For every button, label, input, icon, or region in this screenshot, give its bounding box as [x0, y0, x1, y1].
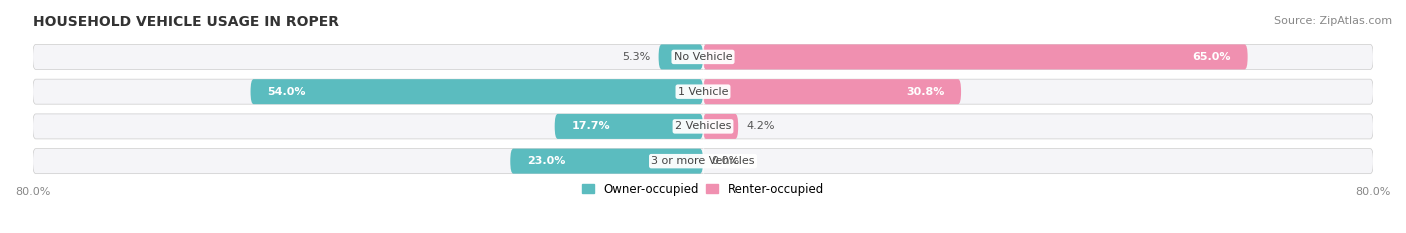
Text: 30.8%: 30.8%	[905, 87, 945, 97]
Text: 23.0%: 23.0%	[527, 156, 565, 166]
FancyBboxPatch shape	[510, 149, 703, 174]
FancyBboxPatch shape	[703, 79, 962, 104]
Text: Source: ZipAtlas.com: Source: ZipAtlas.com	[1274, 16, 1392, 26]
FancyBboxPatch shape	[32, 149, 1374, 174]
Text: 2 Vehicles: 2 Vehicles	[675, 121, 731, 131]
Text: HOUSEHOLD VEHICLE USAGE IN ROPER: HOUSEHOLD VEHICLE USAGE IN ROPER	[32, 15, 339, 29]
Text: 17.7%: 17.7%	[571, 121, 610, 131]
Text: 0.0%: 0.0%	[711, 156, 740, 166]
FancyBboxPatch shape	[658, 45, 703, 69]
Text: 54.0%: 54.0%	[267, 87, 305, 97]
Text: 3 or more Vehicles: 3 or more Vehicles	[651, 156, 755, 166]
FancyBboxPatch shape	[703, 45, 1247, 69]
Legend: Owner-occupied, Renter-occupied: Owner-occupied, Renter-occupied	[582, 183, 824, 196]
FancyBboxPatch shape	[555, 114, 703, 139]
FancyBboxPatch shape	[32, 79, 1374, 104]
FancyBboxPatch shape	[32, 45, 1374, 69]
FancyBboxPatch shape	[32, 114, 1374, 139]
Text: 5.3%: 5.3%	[621, 52, 650, 62]
Text: 4.2%: 4.2%	[747, 121, 775, 131]
Text: 1 Vehicle: 1 Vehicle	[678, 87, 728, 97]
FancyBboxPatch shape	[703, 114, 738, 139]
Text: No Vehicle: No Vehicle	[673, 52, 733, 62]
FancyBboxPatch shape	[250, 79, 703, 104]
Text: 65.0%: 65.0%	[1192, 52, 1230, 62]
